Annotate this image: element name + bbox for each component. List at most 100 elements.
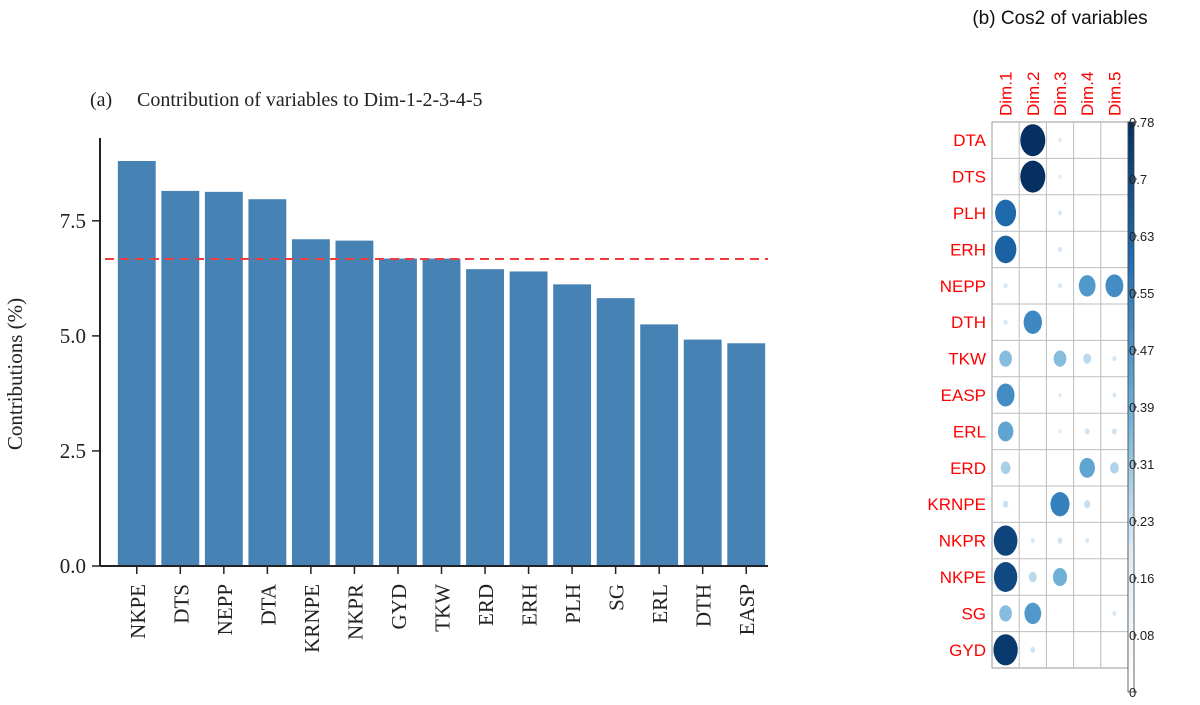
heatmap-grid: [991, 121, 1129, 669]
chart-title: Contribution of variables to Dim-1-2-3-4…: [137, 89, 483, 111]
cell-erd-dim.1: [1000, 461, 1011, 475]
bars-group: [117, 161, 766, 567]
cell-erl-dim.5: [1111, 428, 1117, 435]
cell-nkpr-dim.4: [1085, 538, 1090, 544]
cell-nkpe-dim.2: [1028, 571, 1037, 583]
cell-nepp-dim.1: [1003, 283, 1008, 289]
colorbar: 0.78 0.7 0.63 0.55 0.47 0.39 0.31 0.23 0.16 0.08 0: [1127, 115, 1154, 700]
row-label: EASP: [941, 386, 986, 405]
x-tick-label: PLH: [561, 584, 585, 624]
colorbar-tick-label: 0.78: [1129, 115, 1154, 130]
bar-plh: [553, 284, 592, 566]
colorbar-tick-label: 0.39: [1129, 400, 1154, 415]
cell-erl-dim.4: [1084, 428, 1090, 435]
cell-tkw-dim.3: [1053, 350, 1067, 367]
cell-krnpe-dim.1: [1002, 500, 1009, 508]
cell-tkw-dim.5: [1112, 356, 1117, 362]
bar-nkpe: [117, 161, 156, 567]
cell-tkw-dim.1: [999, 350, 1012, 367]
row-label: DTS: [952, 168, 986, 187]
bar-nepp: [204, 191, 243, 566]
column-label: Dim.1: [997, 72, 1016, 116]
heatmap-title: (b) Cos2 of variables: [972, 8, 1147, 29]
row-label: GYD: [949, 641, 986, 660]
x-tick-label: ERH: [518, 584, 542, 626]
heatmap-cells: [993, 124, 1124, 666]
panel-a-label: (a): [90, 89, 112, 111]
x-tick-label: EASP: [735, 584, 759, 635]
row-label: KRNPE: [927, 495, 986, 514]
contribution-bar-chart: (a) Contribution of variables to Dim-1-2…: [3, 89, 768, 653]
column-labels: Dim.1 Dim.2 Dim.3 Dim.4 Dim.5: [997, 72, 1125, 116]
cos2-heatmap: (b) Cos2 of variables Dim.1 Dim.2 Dim.3 Dim…: [927, 8, 1154, 700]
x-tick-label: NKPE: [126, 584, 150, 639]
x-tick-label: DTS: [169, 584, 193, 624]
x-tick-label: ERL: [648, 584, 672, 624]
y-axis-label: Contributions (%): [3, 298, 27, 450]
cell-sg-dim.2: [1024, 602, 1042, 625]
row-label: SG: [961, 604, 986, 623]
colorbar-tick-label: 0.31: [1129, 457, 1154, 472]
bar-easp: [727, 343, 766, 566]
column-label: Dim.5: [1105, 72, 1124, 116]
row-label: DTA: [953, 131, 986, 150]
x-tick-label: KRNPE: [300, 584, 324, 653]
column-label: Dim.3: [1051, 72, 1070, 116]
row-label: ERH: [950, 240, 986, 259]
bar-nkpr: [335, 240, 374, 566]
cell-dts-dim.2: [1020, 160, 1046, 193]
cell-nkpr-dim.1: [993, 525, 1018, 556]
x-tick-label: NEPP: [213, 584, 237, 635]
colorbar-tick-label: 0.47: [1129, 343, 1154, 358]
cell-erh-dim.3: [1057, 246, 1063, 252]
cell-erd-dim.5: [1109, 462, 1119, 474]
row-label: ERD: [950, 459, 986, 478]
cell-nkpr-dim.2: [1030, 538, 1035, 544]
x-tick-label: DTH: [692, 584, 716, 627]
cell-erl-dim.3: [1058, 429, 1062, 434]
x-tick-label: GYD: [387, 584, 411, 630]
cell-tkw-dim.4: [1083, 353, 1092, 364]
row-label: NEPP: [940, 277, 986, 296]
cell-plh-dim.1: [995, 199, 1017, 227]
y-tick-label: 5.0: [60, 324, 86, 348]
cell-nkpr-dim.3: [1057, 537, 1063, 544]
cell-nkpe-dim.3: [1052, 567, 1068, 587]
bar-sg: [596, 298, 635, 566]
cell-easp-dim.1: [996, 383, 1015, 407]
bar-erd: [466, 269, 504, 566]
cell-sg-dim.1: [999, 605, 1012, 622]
y-tick-label: 2.5: [60, 439, 86, 463]
cell-dth-dim.2: [1023, 310, 1042, 334]
x-tick-label: SG: [605, 584, 629, 611]
bar-erh: [509, 271, 548, 566]
cell-dta-dim.3: [1058, 138, 1062, 143]
cell-erl-dim.1: [997, 421, 1014, 442]
bar-dta: [248, 199, 287, 566]
colorbar-tick-label: 0.08: [1129, 628, 1154, 643]
y-ticks: 0.0 2.5 5.0 7.5: [60, 209, 100, 578]
row-labels: DTA DTS PLH ERH NEPP DTH TKW EASP ERL ERD KRNPE NKP…: [927, 131, 986, 660]
x-tick-label: NKPR: [343, 584, 367, 640]
cell-nepp-dim.3: [1057, 283, 1063, 289]
colorbar-tick-label: 0.16: [1129, 571, 1154, 586]
cell-nepp-dim.5: [1105, 274, 1124, 298]
cell-gyd-dim.2: [1030, 646, 1036, 653]
colorbar-tick-label: 0.23: [1129, 514, 1154, 529]
cell-nepp-dim.4: [1078, 275, 1096, 297]
bar-gyd: [379, 258, 417, 566]
colorbar-tick-label: 0.55: [1129, 286, 1154, 301]
cell-erd-dim.4: [1079, 457, 1095, 478]
cell-nkpe-dim.1: [993, 562, 1018, 592]
bar-tkw: [422, 258, 461, 566]
colorbar-tick-label: 0.63: [1129, 229, 1154, 244]
x-tick-label: TKW: [431, 584, 455, 632]
cell-krnpe-dim.3: [1050, 492, 1070, 517]
bar-dth: [683, 339, 722, 566]
colorbar-tick-label: 0: [1129, 685, 1136, 700]
cell-easp-dim.3: [1058, 393, 1062, 397]
row-label: PLH: [953, 204, 986, 223]
bar-krnpe: [291, 239, 330, 566]
cell-plh-dim.3: [1057, 210, 1063, 216]
cell-dta-dim.2: [1020, 124, 1046, 157]
